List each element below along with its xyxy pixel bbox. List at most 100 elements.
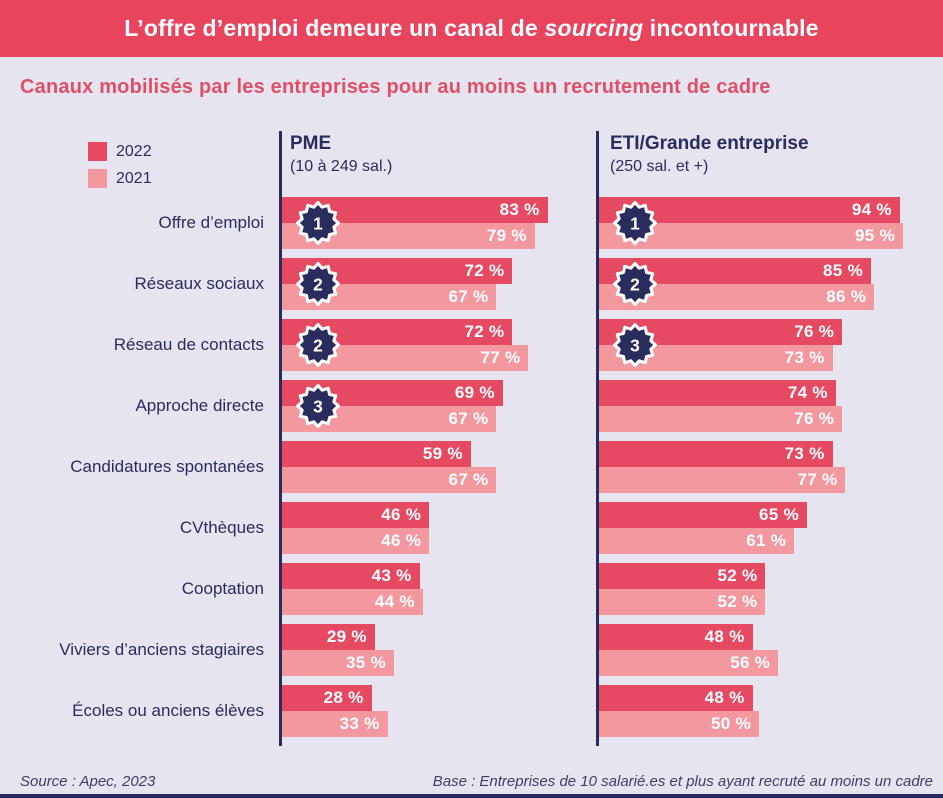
bar-value-label-eti-2021-cooptation: 52 % xyxy=(717,592,758,611)
base-note: Base : Entreprises de 10 salarié.es et p… xyxy=(432,773,933,790)
bar-value-label-eti-2021-ecoles-ou-anciens-eleves: 50 % xyxy=(711,714,751,733)
seal-star-icon: 2 xyxy=(296,323,340,367)
panel-sub-eti: (250 sal. et +) xyxy=(610,158,709,175)
bar-value-label-eti-2022-cvtheques: 65 % xyxy=(759,505,799,524)
bottom-border-bar xyxy=(0,794,943,798)
category-label-candidatures-spontanees: Candidatures spontanées xyxy=(70,457,264,476)
bar-value-label-pme-2021-cvtheques: 46 % xyxy=(381,531,422,550)
seal-star-icon: 2 xyxy=(613,262,657,306)
legend-swatch-2022 xyxy=(88,142,107,161)
bar-value-label-eti-2022-cooptation: 52 % xyxy=(717,566,758,585)
bar-value-label-pme-2022-reseaux-sociaux: 72 % xyxy=(464,261,505,280)
bar-value-label-eti-2022-viviers-d-anciens-stagiaires: 48 % xyxy=(704,627,745,646)
bar-value-label-eti-2022-approche-directe: 74 % xyxy=(787,383,828,402)
axis-line-eti xyxy=(596,131,599,746)
bar-value-label-pme-2021-reseau-de-contacts: 77 % xyxy=(480,348,521,367)
rank-badge-pme-reseau-de-contacts: 2 xyxy=(295,322,341,368)
svg-text:3: 3 xyxy=(630,336,640,356)
legend: 2022 2021 xyxy=(88,138,152,192)
title-banner: L’offre d’emploi demeure un canal de sou… xyxy=(0,0,943,57)
bar-value-label-pme-2021-reseaux-sociaux: 67 % xyxy=(448,287,489,306)
footer: Source : Apec, 2023 Base : Entreprises d… xyxy=(20,773,933,790)
bar-pme-2022-ecoles-ou-anciens-eleves: 28 % xyxy=(282,685,372,711)
bar-eti-2021-viviers-d-anciens-stagiaires: 56 % xyxy=(599,650,779,676)
bar-value-label-eti-2022-reseaux-sociaux: 85 % xyxy=(823,261,863,280)
page-title-italic: sourcing xyxy=(544,15,644,41)
rank-badge-pme-approche-directe: 3 xyxy=(295,383,341,429)
seal-star-icon: 2 xyxy=(296,262,340,306)
category-label-reseaux-sociaux: Réseaux sociaux xyxy=(134,274,264,293)
bar-value-label-eti-2022-ecoles-ou-anciens-eleves: 48 % xyxy=(704,688,745,707)
bar-value-label-pme-2022-approche-directe: 69 % xyxy=(454,383,495,402)
bar-eti-2022-viviers-d-anciens-stagiaires: 48 % xyxy=(599,624,753,650)
bar-value-label-pme-2022-cvtheques: 46 % xyxy=(381,505,422,524)
bar-eti-2021-candidatures-spontanees: 77 % xyxy=(599,467,846,493)
bar-value-label-eti-2022-offre-d-emploi: 94 % xyxy=(851,200,892,219)
panel-header-pme: PME (10 à 249 sal.) xyxy=(290,133,392,176)
bar-eti-2022-approche-directe: 74 % xyxy=(599,380,836,406)
category-label-approche-directe: Approche directe xyxy=(135,396,264,415)
bar-value-label-pme-2021-offre-d-emploi: 79 % xyxy=(486,226,527,245)
chart-subtitle: Canaux mobilisés par les entreprises pou… xyxy=(20,76,771,98)
bar-value-label-eti-2021-candidatures-spontanees: 77 % xyxy=(797,470,838,489)
bar-eti-2022-cooptation: 52 % xyxy=(599,563,766,589)
svg-text:1: 1 xyxy=(630,214,640,234)
bar-pme-2022-candidatures-spontanees: 59 % xyxy=(282,441,471,467)
bar-value-label-pme-2022-viviers-d-anciens-stagiaires: 29 % xyxy=(326,627,367,646)
bar-value-label-eti-2022-reseau-de-contacts: 76 % xyxy=(794,322,835,341)
category-label-ecoles-ou-anciens-eleves: Écoles ou anciens élèves xyxy=(72,701,264,720)
rank-badge-pme-offre-d-emploi: 1 xyxy=(295,200,341,246)
svg-text:3: 3 xyxy=(313,397,323,417)
legend-label-2022: 2022 xyxy=(116,142,152,160)
svg-text:1: 1 xyxy=(313,214,323,234)
source-note: Source : Apec, 2023 xyxy=(20,773,156,790)
bar-value-label-pme-2022-offre-d-emploi: 83 % xyxy=(499,200,540,219)
seal-star-icon: 1 xyxy=(296,201,340,245)
bar-pme-2021-viviers-d-anciens-stagiaires: 35 % xyxy=(282,650,394,676)
bar-eti-2021-cooptation: 52 % xyxy=(599,589,766,615)
svg-text:2: 2 xyxy=(313,275,323,295)
legend-label-2021: 2021 xyxy=(116,169,152,187)
rank-badge-pme-reseaux-sociaux: 2 xyxy=(295,261,341,307)
seal-star-icon: 3 xyxy=(613,323,657,367)
bar-pme-2021-candidatures-spontanees: 67 % xyxy=(282,467,497,493)
rank-badge-eti-reseau-de-contacts: 3 xyxy=(612,322,658,368)
category-label-reseau-de-contacts: Réseau de contacts xyxy=(113,335,264,354)
bar-pme-2021-cooptation: 44 % xyxy=(282,589,423,615)
category-label-cvtheques: CVthèques xyxy=(179,518,264,537)
page-title-suffix: incontournable xyxy=(643,15,819,41)
bar-eti-2021-cvtheques: 61 % xyxy=(599,528,795,554)
bar-value-label-eti-2022-candidatures-spontanees: 73 % xyxy=(784,444,825,463)
svg-text:2: 2 xyxy=(630,275,640,295)
legend-item-2021: 2021 xyxy=(88,165,152,192)
bar-value-label-pme-2021-ecoles-ou-anciens-eleves: 33 % xyxy=(339,714,380,733)
category-label-viviers-d-anciens-stagiaires: Viviers d’anciens stagiaires xyxy=(59,640,264,659)
bar-value-label-pme-2022-cooptation: 43 % xyxy=(371,566,412,585)
bar-value-label-pme-2021-approche-directe: 67 % xyxy=(448,409,489,428)
bar-value-label-eti-2021-reseaux-sociaux: 86 % xyxy=(826,287,867,306)
bar-value-label-eti-2021-approche-directe: 76 % xyxy=(794,409,835,428)
bar-eti-2021-approche-directe: 76 % xyxy=(599,406,843,432)
bar-value-label-eti-2021-offre-d-emploi: 95 % xyxy=(855,226,895,245)
bar-pme-2022-cooptation: 43 % xyxy=(282,563,420,589)
rank-badge-eti-reseaux-sociaux: 2 xyxy=(612,261,658,307)
bar-pme-2022-cvtheques: 46 % xyxy=(282,502,430,528)
page-title-prefix: L’offre d’emploi demeure un canal de xyxy=(124,15,545,41)
legend-swatch-2021 xyxy=(88,169,107,188)
bar-pme-2022-viviers-d-anciens-stagiaires: 29 % xyxy=(282,624,375,650)
bar-eti-2022-ecoles-ou-anciens-eleves: 48 % xyxy=(599,685,753,711)
bar-value-label-pme-2022-candidatures-spontanees: 59 % xyxy=(422,444,463,463)
category-label-offre-d-emploi: Offre d’emploi xyxy=(158,213,264,232)
rank-badge-eti-offre-d-emploi: 1 xyxy=(612,200,658,246)
seal-star-icon: 3 xyxy=(296,384,340,428)
panel-header-eti: ETI/Grande entreprise (250 sal. et +) xyxy=(610,133,809,176)
bar-eti-2022-cvtheques: 65 % xyxy=(599,502,807,528)
panel-name-eti: ETI/Grande entreprise xyxy=(610,133,809,154)
svg-text:2: 2 xyxy=(313,336,323,356)
bar-pme-2021-ecoles-ou-anciens-eleves: 33 % xyxy=(282,711,388,737)
bar-pme-2021-cvtheques: 46 % xyxy=(282,528,430,554)
bar-value-label-pme-2022-reseau-de-contacts: 72 % xyxy=(464,322,505,341)
seal-star-icon: 1 xyxy=(613,201,657,245)
